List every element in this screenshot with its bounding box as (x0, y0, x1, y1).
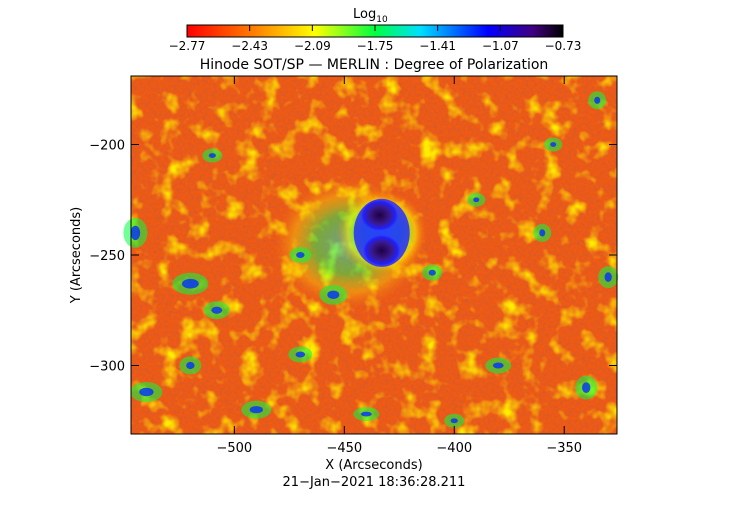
y-axis-label: Y (Arcseconds) (69, 207, 84, 304)
network-patch (181, 278, 199, 289)
sunspot-umbra (360, 199, 399, 232)
network-patch (295, 351, 306, 358)
network-patch (450, 418, 458, 424)
colorbar-title: Log10 (353, 7, 388, 25)
colorbar-tick-label: −2.09 (294, 39, 331, 53)
colorbar-tick-label: −1.75 (357, 39, 394, 53)
network-patch (139, 387, 154, 397)
x-tick-label: −500 (216, 441, 252, 456)
network-patch (208, 153, 216, 158)
x-tick-label: −400 (436, 441, 472, 456)
colorbar: Log10 −2.77 −2.43 −2.09 −1.75 −1.41 −1.07 −0.7… (169, 7, 582, 53)
network-patch (539, 229, 546, 237)
network-patch (296, 252, 305, 258)
network-patch (550, 142, 557, 147)
colorbar-tick-label: −1.07 (482, 39, 519, 53)
network-patch (130, 225, 141, 241)
timestamp: 21−Jan−2021 18:36:28.211 (283, 475, 466, 490)
network-patch (211, 306, 223, 314)
y-tick-label: −200 (89, 139, 125, 154)
colorbar-tick-label: −0.73 (545, 39, 582, 53)
colorbar-tick-label: −1.41 (419, 39, 456, 53)
network-patch (186, 361, 195, 370)
network-patch (327, 290, 340, 299)
colorbar-ticks: −2.77 −2.43 −2.09 −1.75 −1.41 −1.07 −0.73 (169, 25, 582, 53)
x-axis-label: X (Arcseconds) (325, 458, 422, 473)
x-tick-label: −450 (326, 441, 362, 456)
colorbar-tick-label: −2.43 (231, 39, 268, 53)
network-patch (428, 269, 436, 276)
network-patch (492, 362, 504, 369)
network-patch (360, 411, 372, 417)
colorbar-tick-label: −2.77 (169, 39, 206, 53)
x-tick-label: −350 (546, 441, 582, 456)
y-tick-label: −300 (89, 359, 125, 374)
x-axis-ticks: −500 −450 −400 −350 (216, 76, 582, 456)
y-axis-ticks: −200 −250 −300 (89, 139, 617, 374)
heatmap-features (123, 91, 619, 428)
network-patch (473, 197, 480, 203)
network-patch (582, 382, 591, 393)
chart-title: Hinode SOT/SP — MERLIN : Degree of Polar… (200, 57, 549, 73)
sunspot-umbra (362, 234, 401, 267)
polarization-heatmap (123, 76, 619, 434)
network-patch (604, 272, 612, 282)
y-tick-label: −250 (89, 249, 125, 264)
network-patch (249, 406, 263, 414)
network-patch (594, 96, 601, 104)
